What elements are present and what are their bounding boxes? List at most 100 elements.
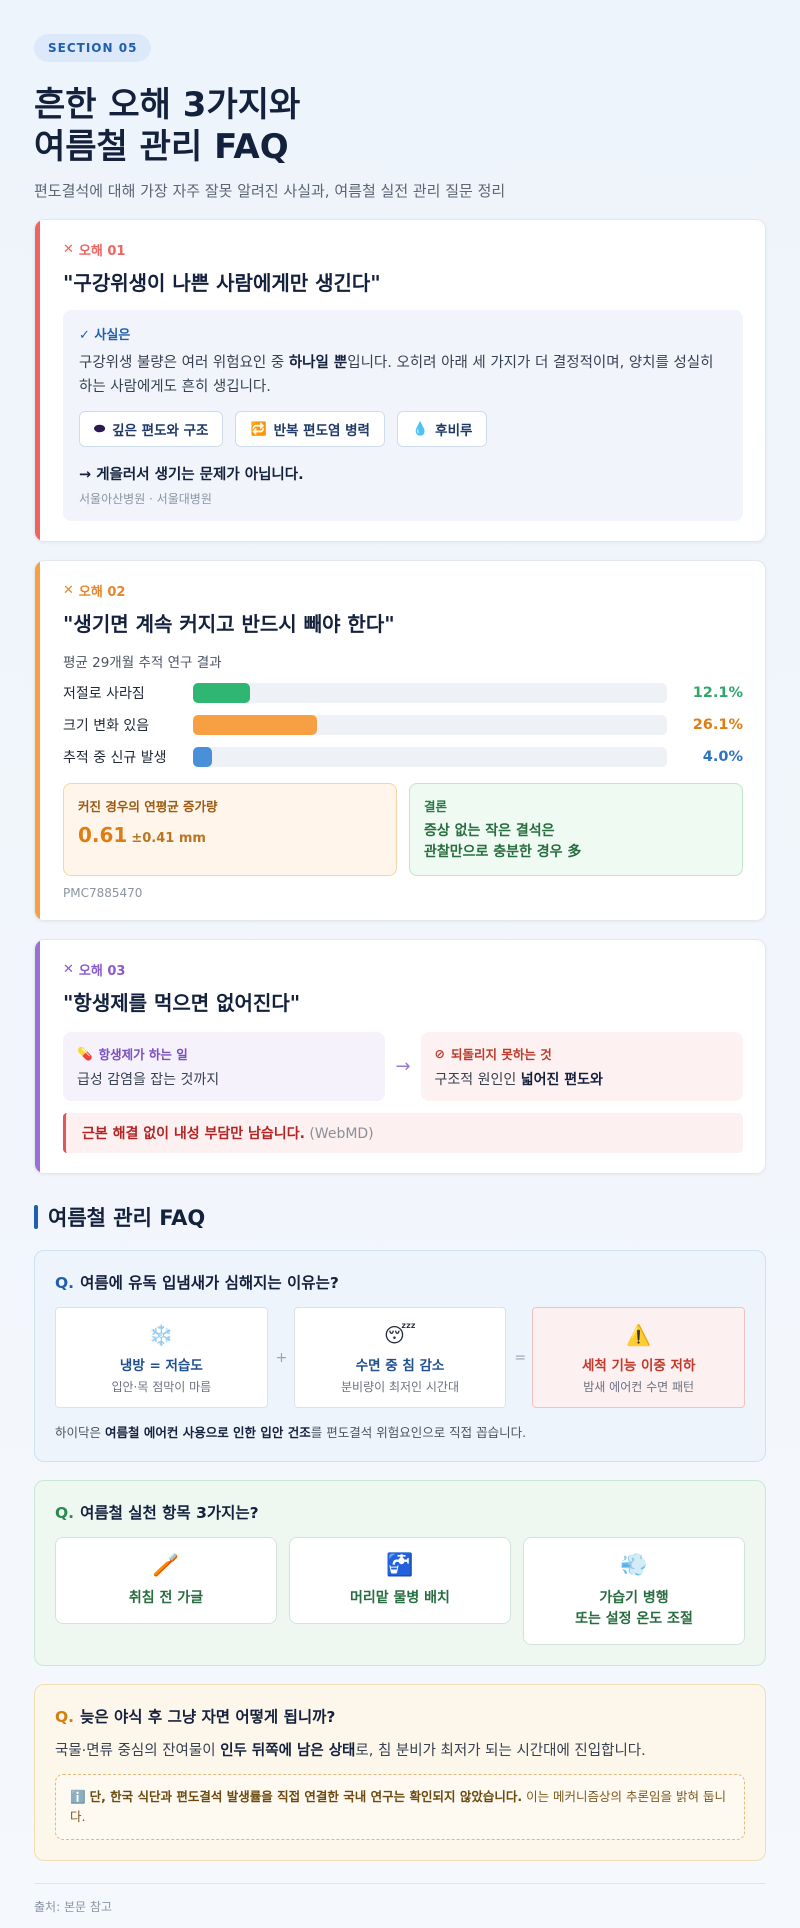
cause-equation: ❄️ 냉방 = 저습도 입안·목 점막이 마름 + 😴 수면 중 침 감소 분비… [55, 1307, 746, 1408]
myth-source: PMC7885470 [63, 886, 143, 900]
risk-chips: ⬬ 깊은 편도와 구조 🔁 반복 편도염 병력 💧 후비루 [79, 411, 727, 447]
cause-box-sleep: 😴 수면 중 침 감소 분비량이 최저인 시간대 [293, 1307, 507, 1408]
myth-tag-label: 오해 01 [78, 244, 126, 259]
myth-tag-label: 오해 02 [78, 585, 126, 600]
action-water-bottle: 🚰 머리맡 물병 배치 [289, 1537, 511, 1624]
cause-desc: 분비량이 최저인 시간대 [340, 1380, 460, 1394]
toothbrush-icon: 🪥 [152, 1553, 180, 1578]
page-title: 흔한 오해 3가지와 여름철 관리 FAQ [34, 84, 766, 168]
faq-heading-text: 여름철 관리 FAQ [48, 1206, 206, 1230]
faq-heading: 여름철 관리 FAQ [34, 1202, 766, 1232]
myth-card-1: ✕ 오해 01 "구강위생이 나쁜 사람에게만 생긴다" ✓ 사실은 구강위생 … [34, 219, 766, 542]
faq-card-1: Q. 여름에 유독 입냄새가 심해지는 이유는? ❄️ 냉방 = 저습도 입안·목… [34, 1250, 766, 1462]
equals-icon: = [514, 1349, 527, 1366]
prohibited-icon: ⊘ [434, 1046, 446, 1061]
q-marker: Q. [55, 1274, 75, 1292]
myth-card-2: ✕ 오해 02 "생기면 계속 커지고 반드시 빼야 한다" 평균 29개월 추… [34, 560, 766, 921]
action-title: 머리맡 물병 배치 [296, 1588, 504, 1609]
fact-text-bold: 하나일 뿐 [288, 355, 348, 371]
label-text: 항생제가 하는 일 [98, 1047, 188, 1062]
accent-bar [35, 561, 40, 920]
action-gargle: 🪥 취침 전 가글 [55, 1537, 277, 1624]
antibiotic-does-label: 💊 항생제가 하는 일 [77, 1044, 371, 1063]
stat-track [193, 747, 667, 767]
question-text: 여름철 실천 항목 3가지는? [80, 1504, 259, 1522]
myth-card-3: ✕ 오해 03 "항생제를 먹으면 없어진다" 💊 항생제가 하는 일 급성 감… [34, 939, 766, 1174]
warning-source: (WebMD) [304, 1126, 374, 1142]
stat-fill [193, 683, 251, 703]
accent-bar [35, 220, 40, 541]
cause-desc: 밤새 에어컨 수면 패턴 [583, 1380, 695, 1394]
cause-title: 수면 중 침 감소 [355, 1358, 445, 1374]
cause-box-ac: ❄️ 냉방 = 저습도 입안·목 점막이 마름 [55, 1307, 268, 1408]
antibiotic-cannot-text: 구조적 원인인 넓어진 편도와 [435, 1069, 729, 1089]
antibiotic-does-text: 급성 감염을 잡는 것까지 [77, 1072, 220, 1088]
myth-title: "구강위생이 나쁜 사람에게만 생긴다" [63, 271, 381, 295]
page-subtitle: 편도결석에 대해 가장 자주 잘못 알려진 사실과, 여름철 실전 관리 질문 … [34, 182, 506, 200]
stat-fill [193, 747, 212, 767]
myth-source: 서울아산병원 · 서울대병원 [79, 492, 212, 506]
study-label: 평균 29개월 추적 연구 결과 [63, 655, 222, 671]
stat-label: 저절로 사라짐 [63, 686, 145, 702]
myth-tag-label: 오해 03 [78, 964, 126, 979]
sleeping-face-icon: 😴 [383, 1323, 417, 1347]
page-title-line1: 흔한 오해 3가지와 [34, 85, 301, 125]
water-tap-icon: 🚰 [386, 1553, 414, 1578]
stat-value: 12.1% [692, 685, 743, 701]
action-items: 🪥 취침 전 가글 🚰 머리맡 물병 배치 💨 가습기 병행 또는 설정 온도 … [55, 1537, 745, 1645]
chip-deep-tonsil: ⬬ 깊은 편도와 구조 [79, 411, 224, 447]
info-icon: ℹ️ [70, 1789, 86, 1804]
growth-pm: ±0.41 mm [131, 831, 206, 846]
antibiotic-compare: 💊 항생제가 하는 일 급성 감염을 잡는 것까지 → ⊘ 되돌리지 못하는 것… [63, 1032, 743, 1101]
stat-row: 저절로 사라짐 12.1% [63, 683, 743, 703]
question-text: 여름에 유독 입냄새가 심해지는 이유는? [80, 1274, 339, 1292]
page-title-line2: 여름철 관리 FAQ [34, 127, 289, 167]
close-icon: ✕ [63, 962, 74, 977]
snowflake-icon: ❄️ [148, 1323, 174, 1347]
conclusion-line: 증상 없는 작은 결석은 [424, 823, 555, 839]
result-boxes: 커진 경우의 연평균 증가량 0.61 ±0.41 mm 결론 증상 없는 작은 … [63, 783, 743, 876]
myth-title: "항생제를 먹으면 없어진다" [63, 991, 301, 1015]
note-bold: 여름철 에어컨 사용으로 인한 입안 건조 [104, 1425, 311, 1440]
stat-row: 크기 변화 있음 26.1% [63, 715, 743, 735]
action-title-line: 가습기 병행 [599, 1590, 669, 1606]
pill-icon: 💊 [77, 1045, 93, 1061]
section-pill: SECTION 05 [34, 34, 152, 62]
cause-desc: 입안·목 점막이 마름 [111, 1380, 212, 1394]
droplet-icon: 💧 [411, 421, 429, 437]
faq-question: Q. 여름에 유독 입냄새가 심해지는 이유는? [55, 1271, 745, 1293]
stat-label: 추적 중 신규 발생 [63, 750, 167, 766]
fact-text: 구강위생 불량은 여러 위험요인 중 하나일 뿐입니다. 오히려 아래 세 가지… [79, 351, 727, 399]
action-title-line: 머리맡 물병 배치 [350, 1590, 450, 1606]
footer-source: 출처: 본문 참고 [34, 1883, 766, 1915]
close-icon: ✕ [63, 242, 74, 257]
stat-row: 추적 중 신규 발생 4.0% [63, 747, 743, 767]
stat-track [193, 715, 667, 735]
q-marker: Q. [55, 1504, 75, 1522]
stat-bars: 저절로 사라짐 12.1% 크기 변화 있음 26.1% 추적 중 신규 발생 4.0% [63, 683, 743, 767]
answer-part: 국물·면류 중심의 잔여물이 [55, 1743, 221, 1759]
warning-icon: ⚠️ [626, 1323, 652, 1347]
cause-title: 세척 기능 이중 저하 [581, 1358, 696, 1374]
fact-text-part: 입니다. 오히려 아래 세 가지가 더 결정적이며, 양치를 성실히 하는 사람… [79, 355, 714, 395]
chip-postnasal: 💧 후비루 [396, 411, 488, 447]
growth-number: 0.61 [78, 823, 128, 847]
myth-tag: ✕ 오해 03 [63, 960, 743, 979]
action-title: 취침 전 가글 [62, 1588, 270, 1609]
conclusion-label: 결론 [424, 799, 448, 814]
growth-box: 커진 경우의 연평균 증가량 0.61 ±0.41 mm [63, 783, 397, 876]
faq-answer: 국물·면류 중심의 잔여물이 인두 뒤쪽에 남은 상태로, 침 분비가 최저가 … [55, 1739, 745, 1760]
myth-conclusion: → 게을러서 생기는 문제가 아닙니다. [79, 467, 304, 483]
myth-tag: ✕ 오해 02 [63, 581, 743, 600]
antibiotic-cannot-box: ⊘ 되돌리지 못하는 것 구조적 원인인 넓어진 편도와 [420, 1032, 743, 1101]
note-part: 하이닥은 [55, 1425, 105, 1440]
conclusion-body: 증상 없는 작은 결석은 관찰만으로 충분한 경우 多 [424, 821, 728, 863]
stat-value: 4.0% [702, 749, 743, 765]
chip-label: 후비루 [435, 423, 473, 439]
caveat-bold: 단, 한국 식단과 편도결석 발생률을 직접 연결한 국내 연구는 확인되지 않… [89, 1789, 523, 1804]
action-title-line: 취침 전 가글 [128, 1590, 204, 1606]
faq-question: Q. 여름철 실천 항목 3가지는? [55, 1501, 745, 1523]
myth-title: "생기면 계속 커지고 반드시 빼야 한다" [63, 612, 395, 636]
tonsil-icon: ⬬ [94, 421, 106, 437]
